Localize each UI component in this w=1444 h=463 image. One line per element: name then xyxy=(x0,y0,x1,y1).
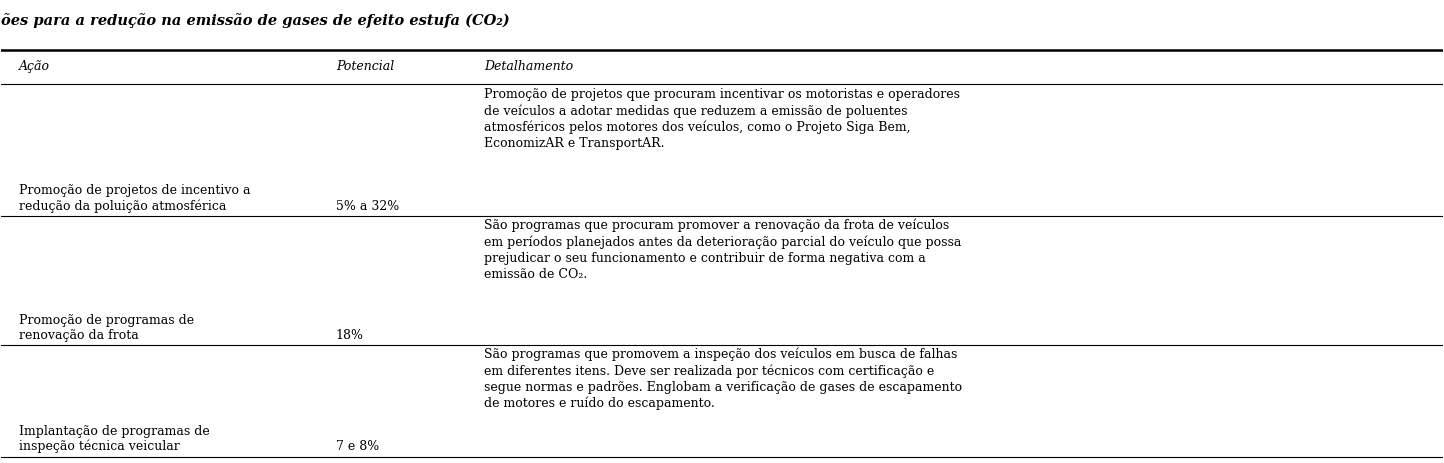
Text: Implantação de programas de
inspeção técnica veicular: Implantação de programas de inspeção téc… xyxy=(19,425,209,453)
Text: ões para a redução na emissão de gases de efeito estufa (CO₂): ões para a redução na emissão de gases d… xyxy=(1,13,510,28)
Text: Promoção de projetos que procuram incentivar os motoristas e operadores
de veícu: Promoção de projetos que procuram incent… xyxy=(484,88,960,150)
Text: 18%: 18% xyxy=(336,329,364,342)
Text: Ação: Ação xyxy=(19,60,49,73)
Text: São programas que procuram promover a renovação da frota de veículos
em períodos: São programas que procuram promover a re… xyxy=(484,219,962,281)
Text: Promoção de programas de
renovação da frota: Promoção de programas de renovação da fr… xyxy=(19,314,193,342)
Text: 7 e 8%: 7 e 8% xyxy=(336,440,378,453)
Text: 5% a 32%: 5% a 32% xyxy=(336,200,399,213)
Text: Promoção de projetos de incentivo a
redução da poluição atmosférica: Promoção de projetos de incentivo a redu… xyxy=(19,184,250,213)
Text: São programas que promovem a inspeção dos veículos em busca de falhas
em diferen: São programas que promovem a inspeção do… xyxy=(484,347,962,410)
Text: Detalhamento: Detalhamento xyxy=(484,60,573,73)
Text: Potencial: Potencial xyxy=(336,60,394,73)
